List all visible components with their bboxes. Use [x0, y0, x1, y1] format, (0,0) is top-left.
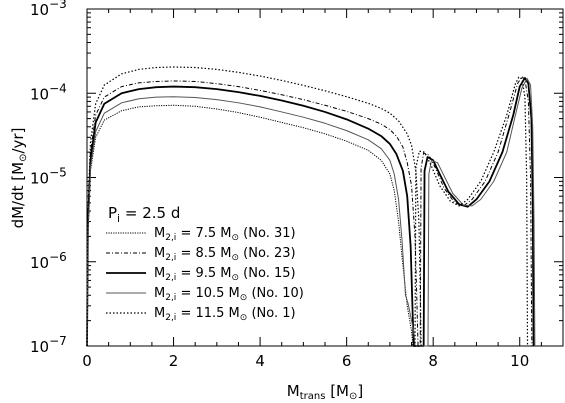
legend-label-1: M2,i = 7.5 M⊙ (No. 31) [154, 226, 296, 243]
legend-label-3: M2,i = 9.5 M⊙ (No. 15) [154, 266, 296, 283]
legend-label-5: M2,i = 11.5 M⊙ (No. 1) [154, 306, 296, 323]
series-layer [86, 66, 536, 347]
period-annotation: Pi = 2.5 d [108, 204, 180, 225]
y-tick-label: 10−6 [30, 250, 67, 272]
legend: M2,i = 7.5 M⊙ (No. 31) M2,i = 8.5 M⊙ (No.… [106, 226, 304, 323]
y-tick-label: 10−4 [30, 81, 67, 103]
x-axis-title: Mtrans [M⊙] [287, 382, 364, 402]
y-axis-title: dM/dt [M⊙/yr] [9, 128, 29, 229]
legend-label-4: M2,i = 10.5 M⊙ (No. 10) [154, 286, 304, 303]
series-line-2 [86, 76, 533, 347]
x-tick-label: 0 [82, 352, 92, 370]
x-tick-label: 4 [255, 352, 265, 370]
series-line-1 [86, 104, 414, 347]
legend-label-2: M2,i = 8.5 M⊙ (No. 23) [154, 246, 296, 263]
x-tick-label: 2 [169, 352, 179, 370]
axis-ticks [86, 8, 564, 347]
y-tick-label: 10−3 [30, 0, 67, 19]
x-tick-label: 8 [428, 352, 438, 370]
y-tick-labels: 10−7 10−6 10−5 10−4 10−3 [30, 0, 67, 356]
x-tick-label: 6 [342, 352, 352, 370]
x-tick-label: 10 [510, 352, 529, 370]
x-tick-labels: 0 2 4 6 8 10 [82, 352, 529, 370]
series-line-4 [86, 77, 536, 347]
series-line-3 [86, 77, 535, 347]
series-line-5 [86, 66, 529, 347]
y-tick-label: 10−5 [30, 166, 67, 188]
y-tick-label: 10−7 [30, 334, 67, 356]
